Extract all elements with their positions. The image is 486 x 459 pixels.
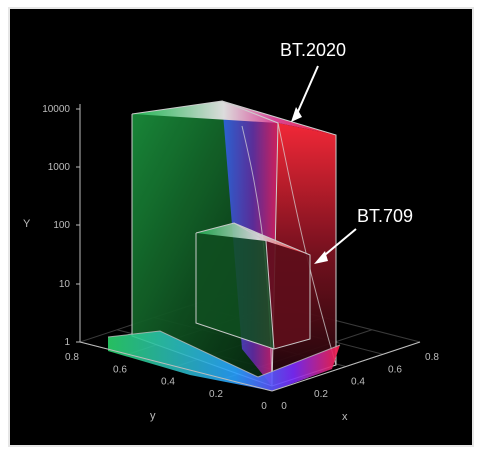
arrow-bt709-head [314,251,328,264]
y-tick-label: 10 [59,279,71,290]
y-tick-label: 10000 [42,104,70,115]
right-floor-tick-label: 0.2 [314,389,328,400]
bt709-right-face [266,241,310,349]
right-floor-ticks: 0 0.2 0.4 0.6 0.8 [281,352,439,412]
left-floor-tick-label: 0.8 [65,352,79,363]
right-floor-tick-label: 0.6 [388,364,402,375]
right-axis-label: x [342,411,348,423]
floor-projection [107,330,341,391]
bt2020-top-face [132,101,336,135]
y-tick-label: 1 [64,337,70,348]
left-floor-tick-label: 0 [261,401,267,412]
y-ticks: 1 10 100 1000 10000 [42,104,80,348]
y-tick-label: 1000 [48,162,71,173]
y-axis-label: Y [23,218,31,230]
right-floor-tick-label: 0.8 [425,352,439,363]
annotation-bt709: BT.709 [357,206,413,226]
annotation-bt2020: BT.2020 [280,40,346,60]
left-axis-label: y [150,410,156,422]
arrow-bt2020-head [291,107,302,122]
left-floor-ticks: 0 0.2 0.4 0.6 0.8 [65,352,267,412]
floor-gamut [108,331,340,391]
y-tick-label: 100 [53,220,70,231]
bt709-inner-edge [233,222,275,350]
arrow-bt2020-line [295,65,319,117]
chart-frame: 1 10 100 1000 10000 Y 0 0.2 0.4 0.6 0.8 0 0.2 0.4 0… [8,7,474,447]
right-floor-tick-label: 0.4 [351,377,365,388]
bt709-volume [195,222,311,350]
arrow-bt709-line [319,228,357,260]
left-floor-tick-label: 0.2 [209,389,223,400]
left-floor-tick-label: 0.4 [161,377,175,388]
left-floor-axis [79,341,273,392]
floor-outline [107,330,341,378]
right-floor-tick-label: 0 [281,401,287,412]
right-floor-axis [271,341,421,392]
bt709-left-face [196,223,274,349]
left-floor-tick-label: 0.6 [113,364,127,375]
bt709-top-face [196,223,310,255]
